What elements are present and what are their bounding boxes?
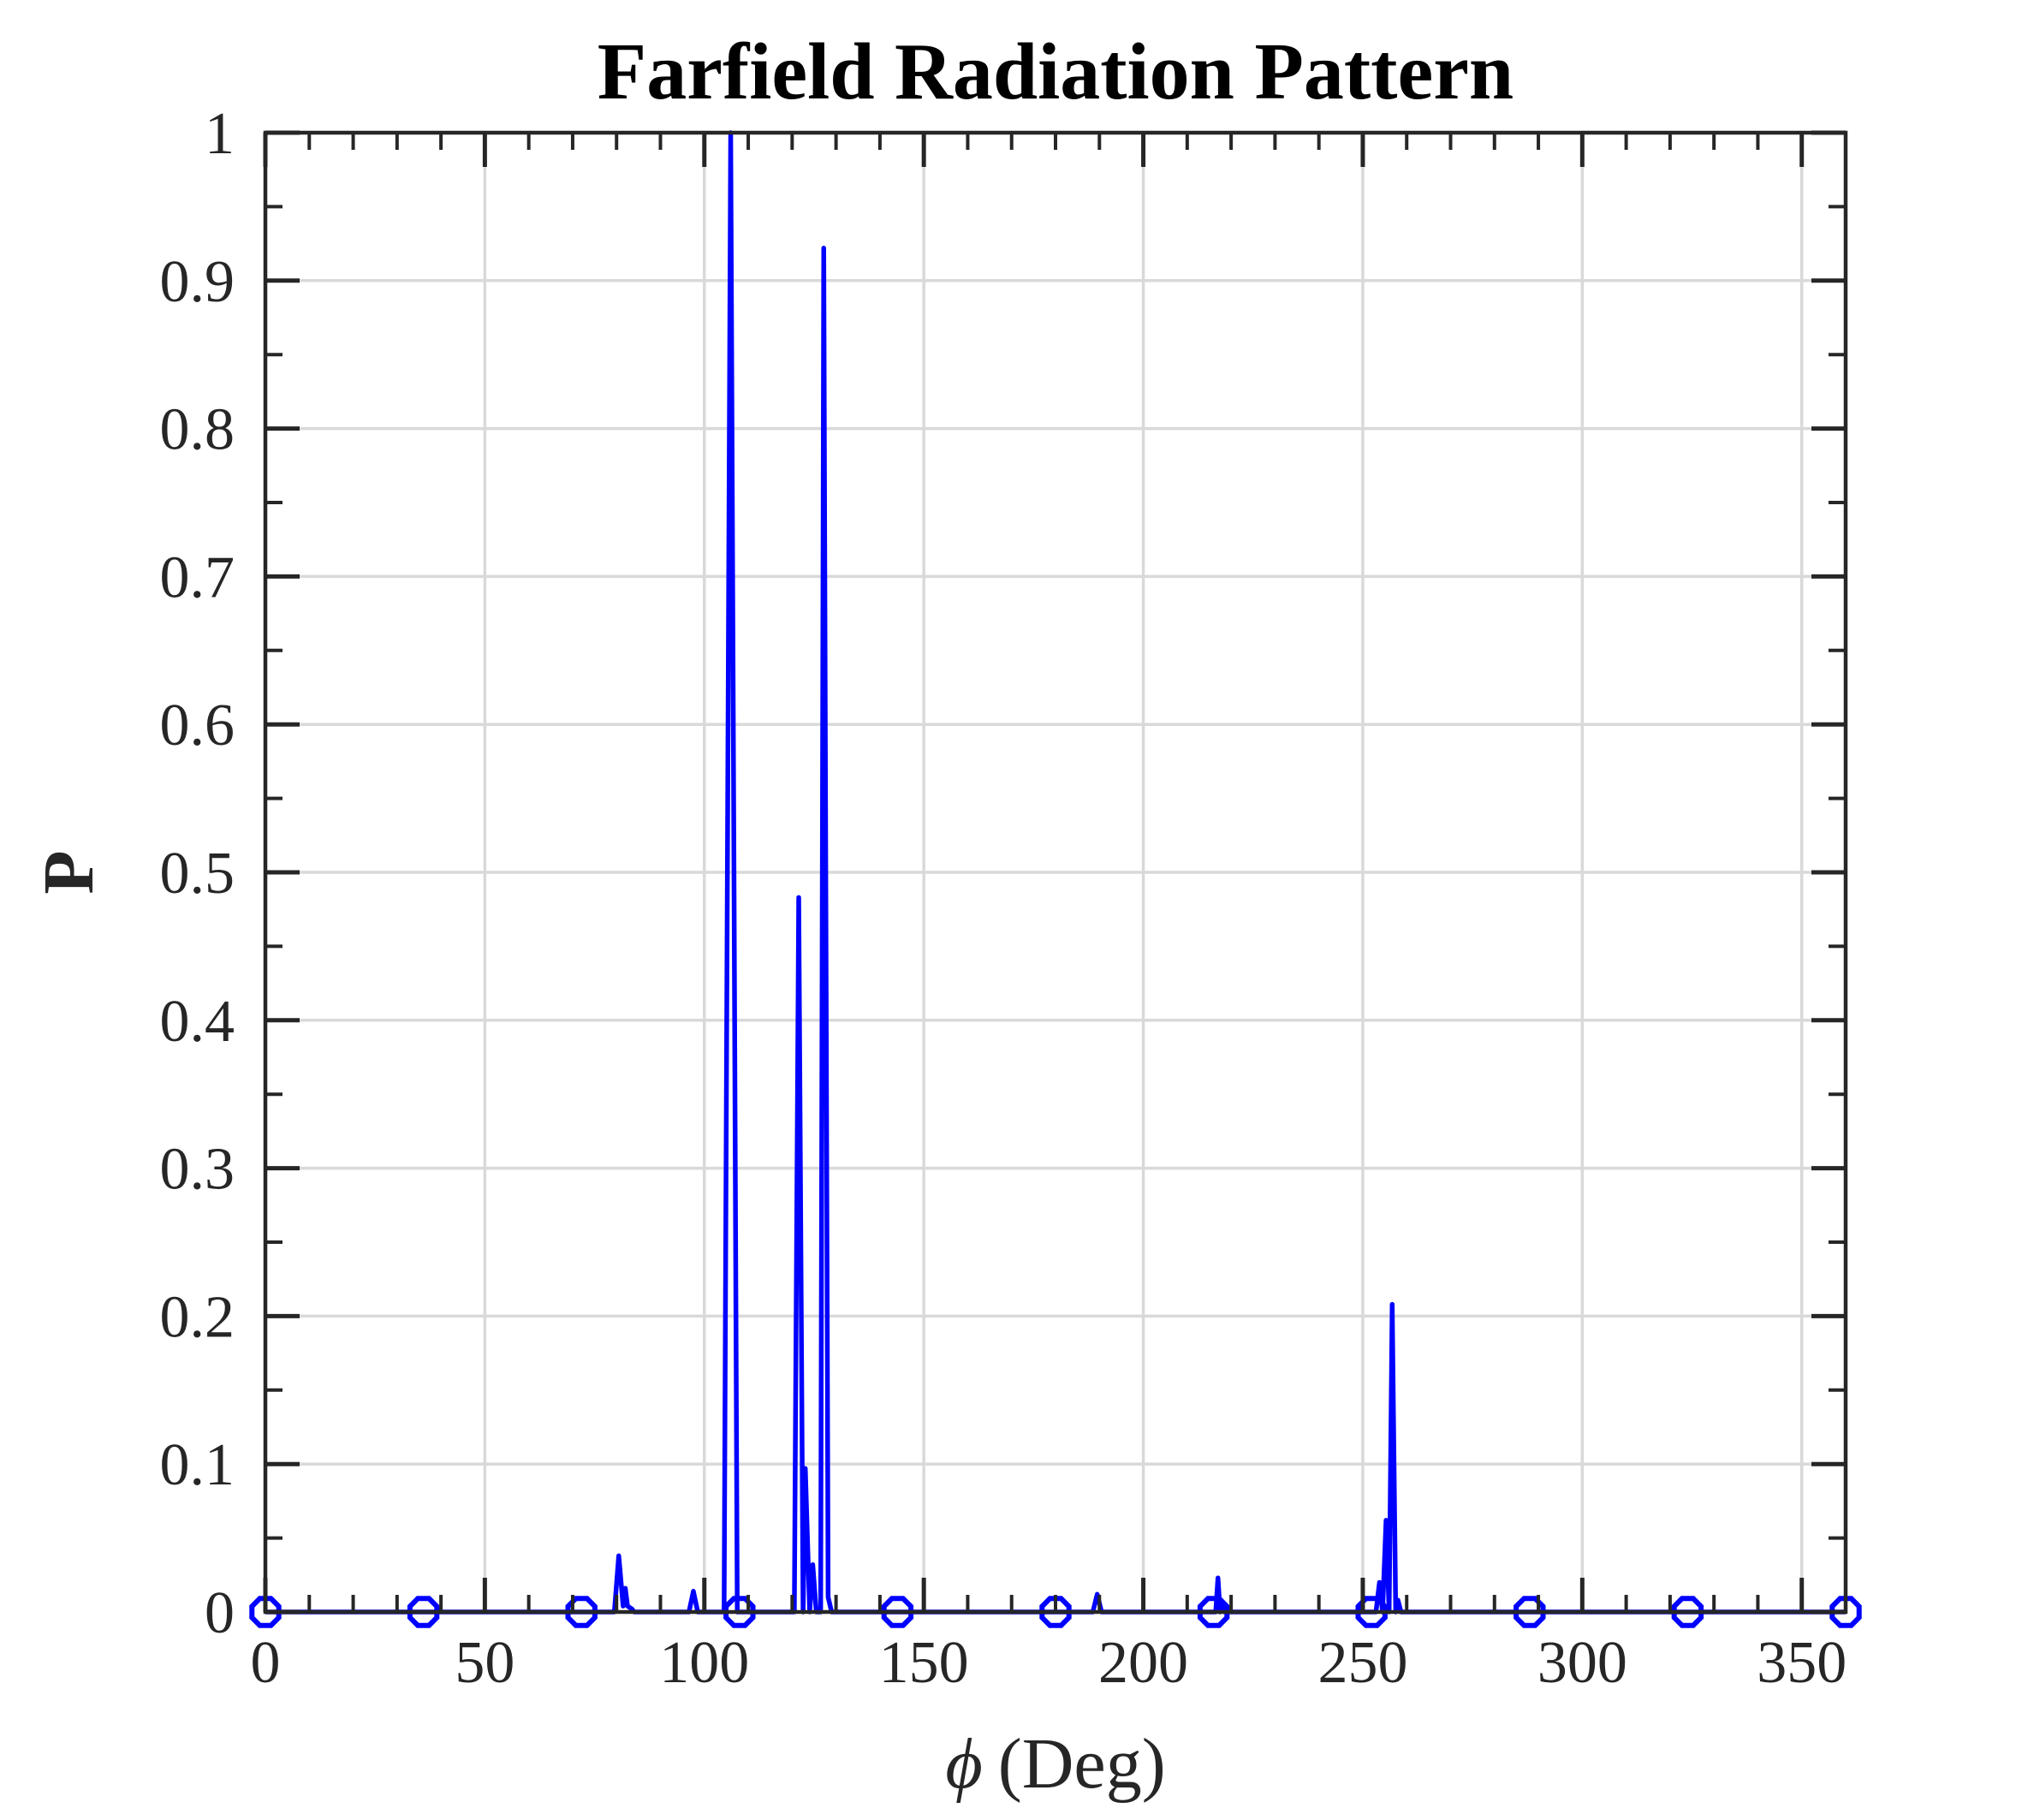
marker-point-6: [1197, 1596, 1230, 1628]
marker-point-2: [565, 1596, 598, 1628]
ticks: [263, 130, 1847, 1615]
x-tick-label-1: 50: [455, 1630, 514, 1696]
x-tick-label-5: 250: [1317, 1630, 1407, 1696]
y-tick-label-1: 0.1: [160, 1432, 235, 1498]
y-tick-label-2: 0.2: [160, 1284, 235, 1350]
marker-point-3: [723, 1596, 756, 1628]
y-tick-label-9: 0.9: [160, 249, 235, 315]
y-tick-label-5: 0.5: [160, 841, 235, 907]
x-tick-label-0: 0: [251, 1630, 281, 1696]
x-tick-label-4: 200: [1098, 1630, 1188, 1696]
marker-point-10: [1829, 1596, 1862, 1628]
x-axis-label-symbol: ϕ: [945, 1724, 982, 1804]
x-tick-label-2: 100: [659, 1630, 749, 1696]
marker-point-7: [1355, 1596, 1388, 1628]
y-tick-label-0: 0: [205, 1580, 235, 1646]
marker-point-5: [1039, 1596, 1072, 1628]
y-tick-label-8: 0.8: [160, 397, 235, 463]
grid: [265, 133, 1846, 1612]
markers-group: [249, 1596, 1862, 1628]
y-tick-label-6: 0.6: [160, 693, 235, 758]
marker-point-0: [249, 1596, 282, 1628]
marker-point-9: [1671, 1596, 1704, 1628]
chart-title: Farfield Radiation Pattern: [598, 27, 1514, 116]
x-axis-label: ϕ (Deg): [945, 1724, 1165, 1804]
marker-point-4: [881, 1596, 914, 1628]
marker-point-8: [1514, 1596, 1546, 1628]
tick-labels: 0 50 100 150 200 250 300 350 0 0.1 0.2 0.3 0.4 0.5 0.6…: [160, 101, 1847, 1696]
y-tick-label-7: 0.7: [160, 544, 235, 610]
y-axis-label: P: [29, 850, 109, 894]
y-tick-label-3: 0.3: [160, 1137, 235, 1203]
y-tick-label-4: 0.4: [160, 989, 235, 1055]
x-axis-label-text: (Deg): [998, 1724, 1166, 1804]
marker-point-1: [407, 1596, 440, 1628]
x-tick-label-7: 350: [1757, 1630, 1847, 1696]
x-tick-label-3: 150: [879, 1630, 969, 1696]
x-tick-label-6: 300: [1537, 1630, 1627, 1696]
y-tick-label-10: 1: [205, 101, 235, 167]
